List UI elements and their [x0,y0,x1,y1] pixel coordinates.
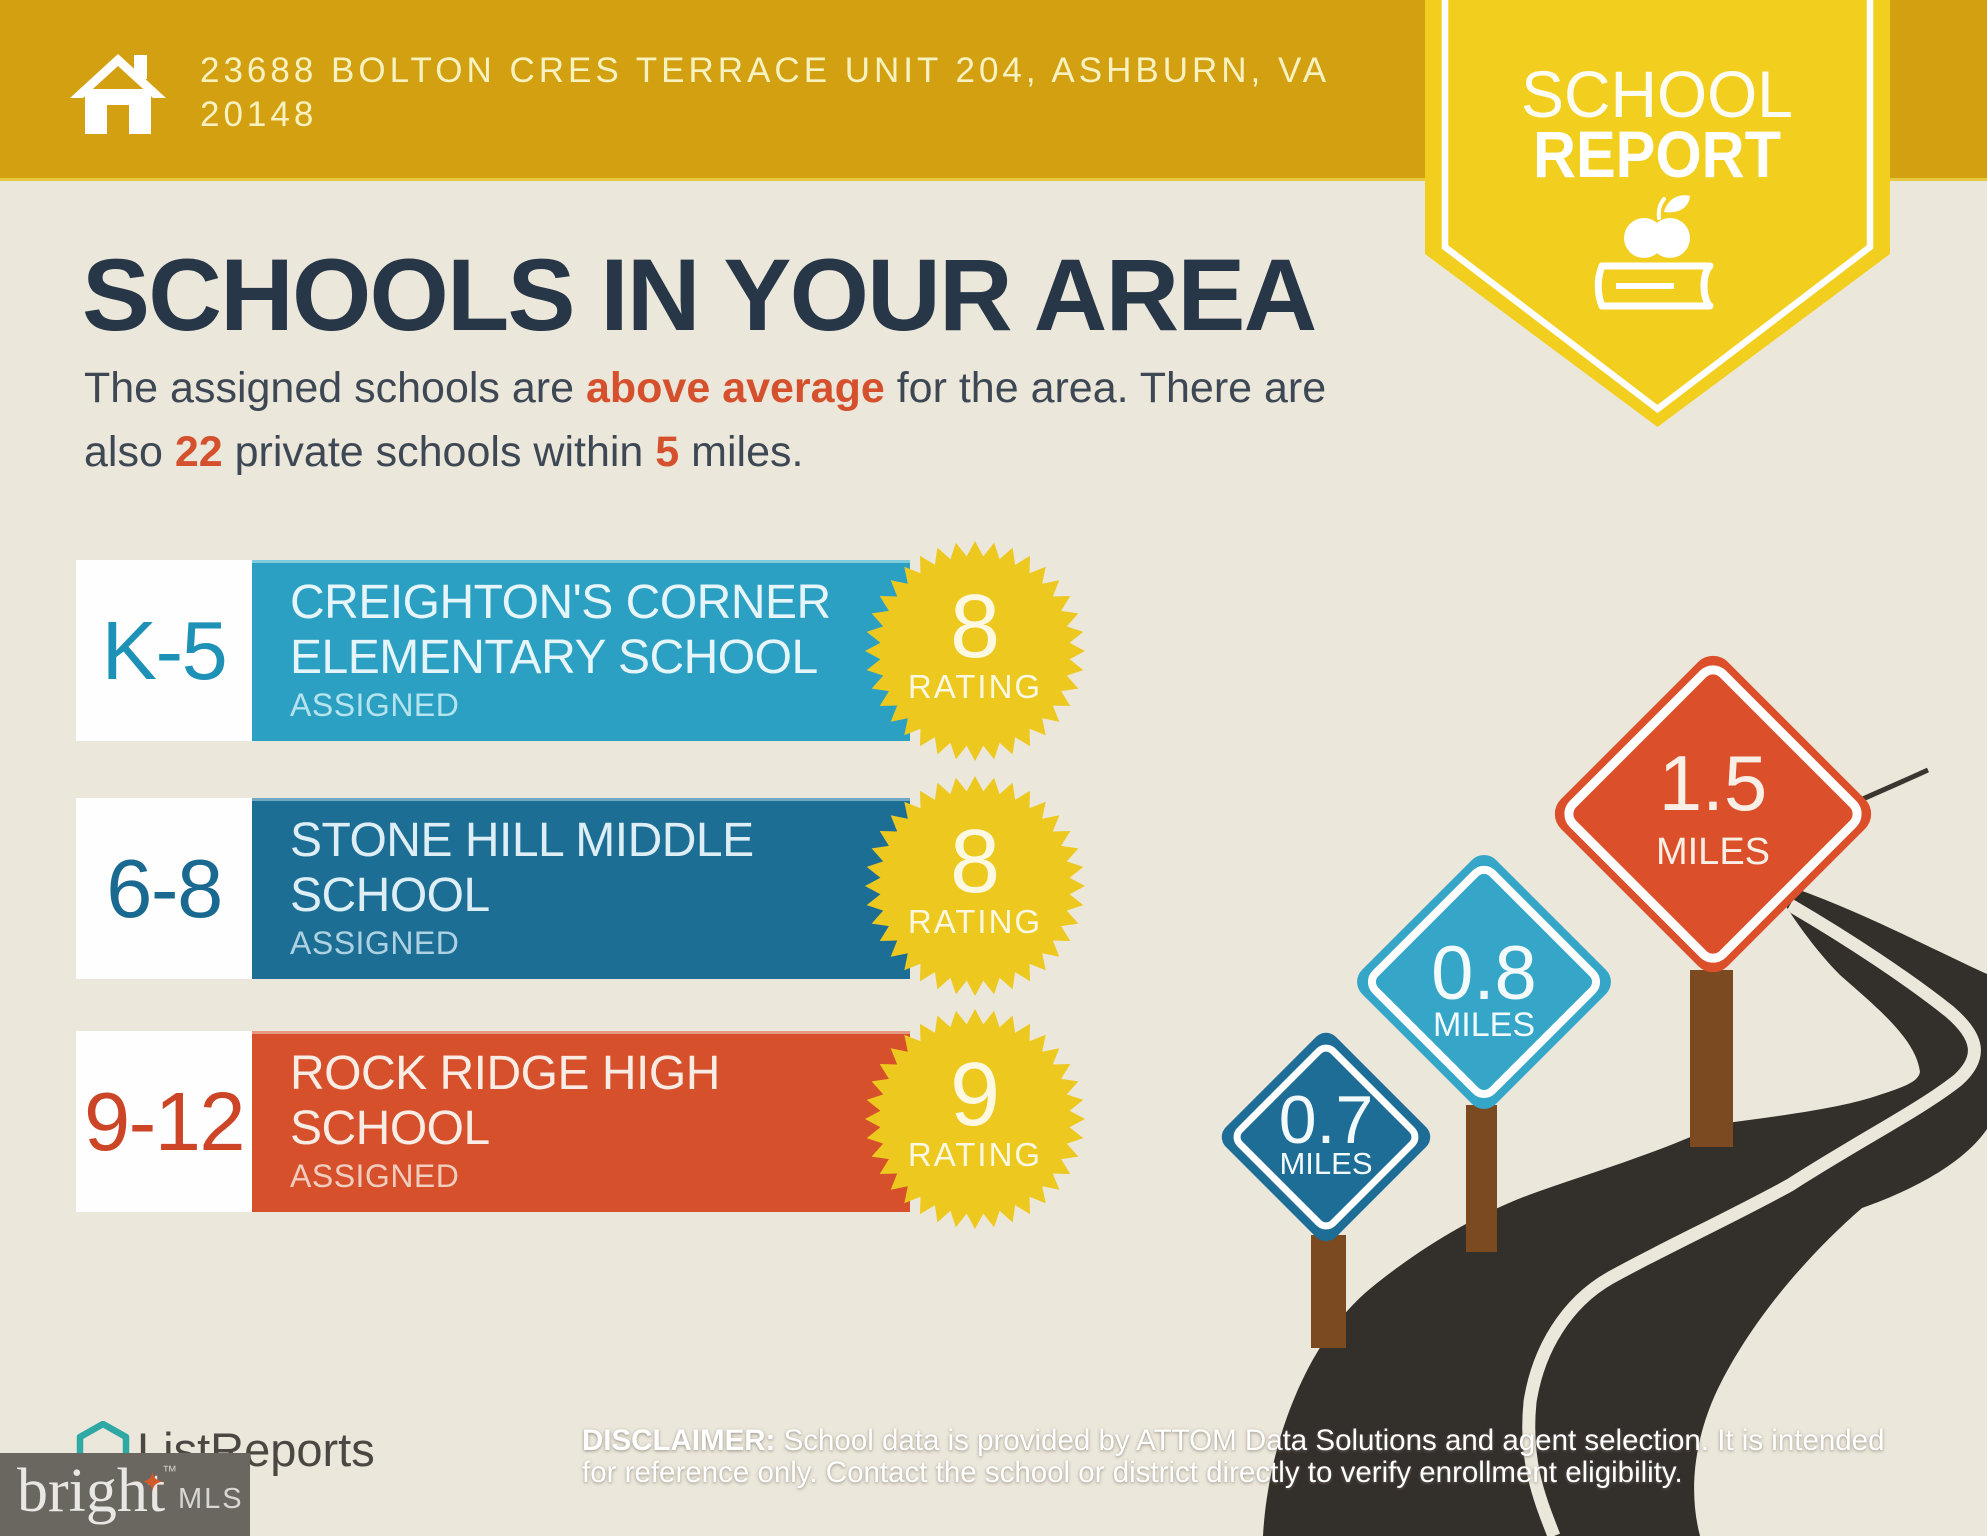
svg-text:8: 8 [950,577,1000,677]
svg-text:MILES: MILES [1656,831,1770,873]
svg-text:RATING: RATING [908,903,1042,940]
svg-text:REPORT: REPORT [1533,117,1781,191]
svg-text:0.8: 0.8 [1431,931,1537,1016]
svg-text:SCHOOL: SCHOOL [1521,57,1793,131]
svg-text:9: 9 [950,1045,1000,1145]
svg-text:1.5: 1.5 [1659,739,1767,827]
svg-text:8: 8 [950,812,1000,912]
svg-text:MILES: MILES [1433,1006,1535,1044]
svg-text:0.7: 0.7 [1279,1082,1374,1158]
svg-text:MILES: MILES [1279,1146,1372,1181]
svg-text:RATING: RATING [908,1136,1042,1173]
svg-text:RATING: RATING [908,668,1042,705]
